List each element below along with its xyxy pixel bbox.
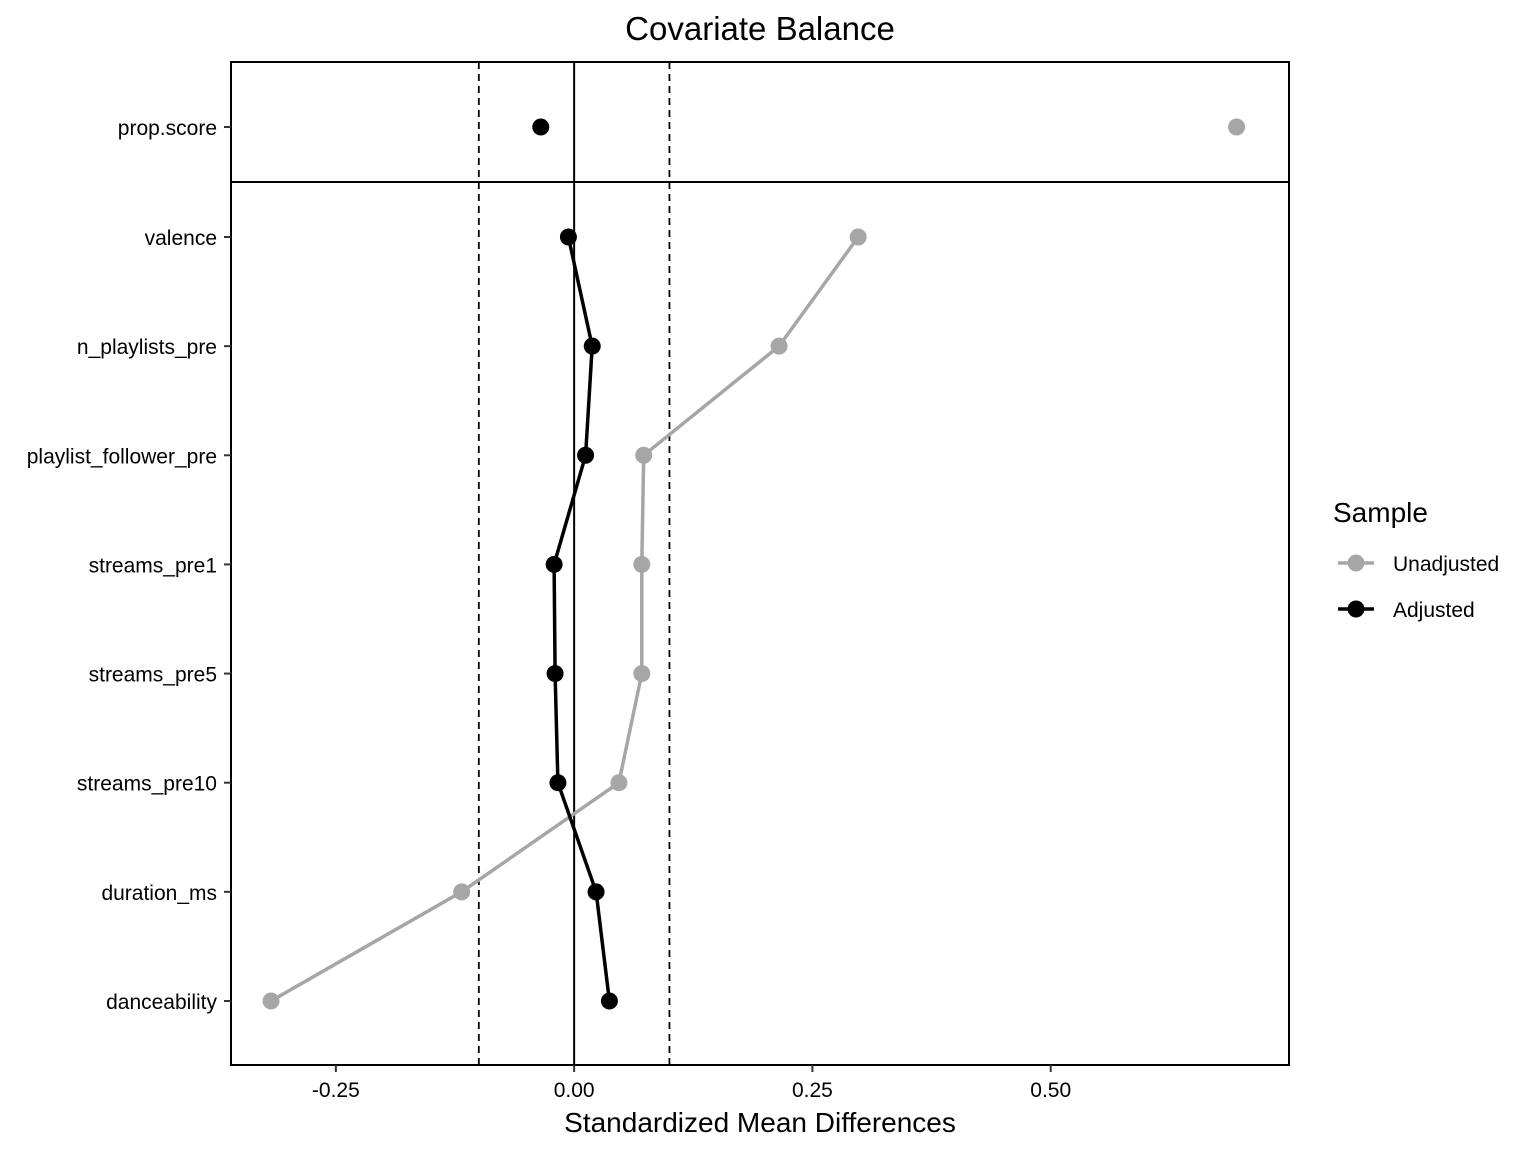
point-adjusted-danceability xyxy=(600,992,618,1010)
point-unadjusted-playlist_follower_pre xyxy=(635,446,653,464)
point-unadjusted-streams_pre1 xyxy=(633,555,651,573)
point-adjusted-streams_pre5 xyxy=(546,665,564,683)
point-unadjusted-streams_pre10 xyxy=(610,774,628,792)
point-adjusted-duration_ms xyxy=(587,883,605,901)
x-tick-label: 0.50 xyxy=(1030,1079,1071,1102)
y-axis: prop.score valence n_playlists_pre playlist… xyxy=(27,117,231,1014)
point-adjusted-valence xyxy=(559,228,577,246)
point-adjusted-streams_pre1 xyxy=(545,555,563,573)
series-layer xyxy=(262,118,1246,1010)
y-tick-label: playlist_follower_pre xyxy=(27,445,217,468)
x-axis-title: Standardized Mean Differences xyxy=(564,1107,956,1138)
x-axis: -0.25 0.00 0.25 0.50 xyxy=(312,1065,1071,1102)
top-panel-border xyxy=(230,61,1290,183)
bottom-panel-border xyxy=(230,181,1290,1066)
point-unadjusted-streams_pre5 xyxy=(633,665,651,683)
y-tick-label: n_playlists_pre xyxy=(77,336,217,359)
y-tick-label: danceability xyxy=(106,991,217,1014)
point-adjusted-playlist_follower_pre xyxy=(577,446,595,464)
legend-label-unadjusted: Unadjusted xyxy=(1393,553,1499,576)
point-unadjusted-danceability xyxy=(262,992,280,1010)
point-adjusted-prop-score xyxy=(532,118,550,136)
x-tick-label: 0.00 xyxy=(554,1079,595,1102)
legend-key-point-adjusted xyxy=(1347,600,1365,618)
y-tick-label: streams_pre10 xyxy=(77,773,217,796)
y-tick-label: streams_pre1 xyxy=(89,554,217,577)
point-unadjusted-n_playlists_pre xyxy=(770,337,788,355)
y-tick-label: duration_ms xyxy=(101,882,217,905)
point-adjusted-streams_pre10 xyxy=(549,774,567,792)
series-line-adjusted xyxy=(552,236,612,1002)
point-unadjusted-prop-score xyxy=(1228,118,1246,136)
reference-lines xyxy=(477,62,671,1065)
x-tick-label: -0.25 xyxy=(312,1079,360,1102)
chart-title: Covariate Balance xyxy=(625,10,895,47)
legend: Sample Unadjusted Adjusted xyxy=(1333,497,1499,622)
legend-label-adjusted: Adjusted xyxy=(1393,599,1475,622)
point-unadjusted-valence xyxy=(849,228,867,246)
y-tick-label: streams_pre5 xyxy=(89,664,217,687)
point-unadjusted-duration_ms xyxy=(453,883,471,901)
panel-frames xyxy=(230,61,1290,1066)
series-line-unadjusted xyxy=(270,235,860,1003)
legend-title: Sample xyxy=(1333,497,1428,528)
x-tick-label: 0.25 xyxy=(792,1079,833,1102)
y-tick-label: prop.score xyxy=(118,117,217,140)
legend-key-point-unadjusted xyxy=(1347,554,1365,572)
point-adjusted-n_playlists_pre xyxy=(583,337,601,355)
y-tick-label: valence xyxy=(145,227,217,250)
